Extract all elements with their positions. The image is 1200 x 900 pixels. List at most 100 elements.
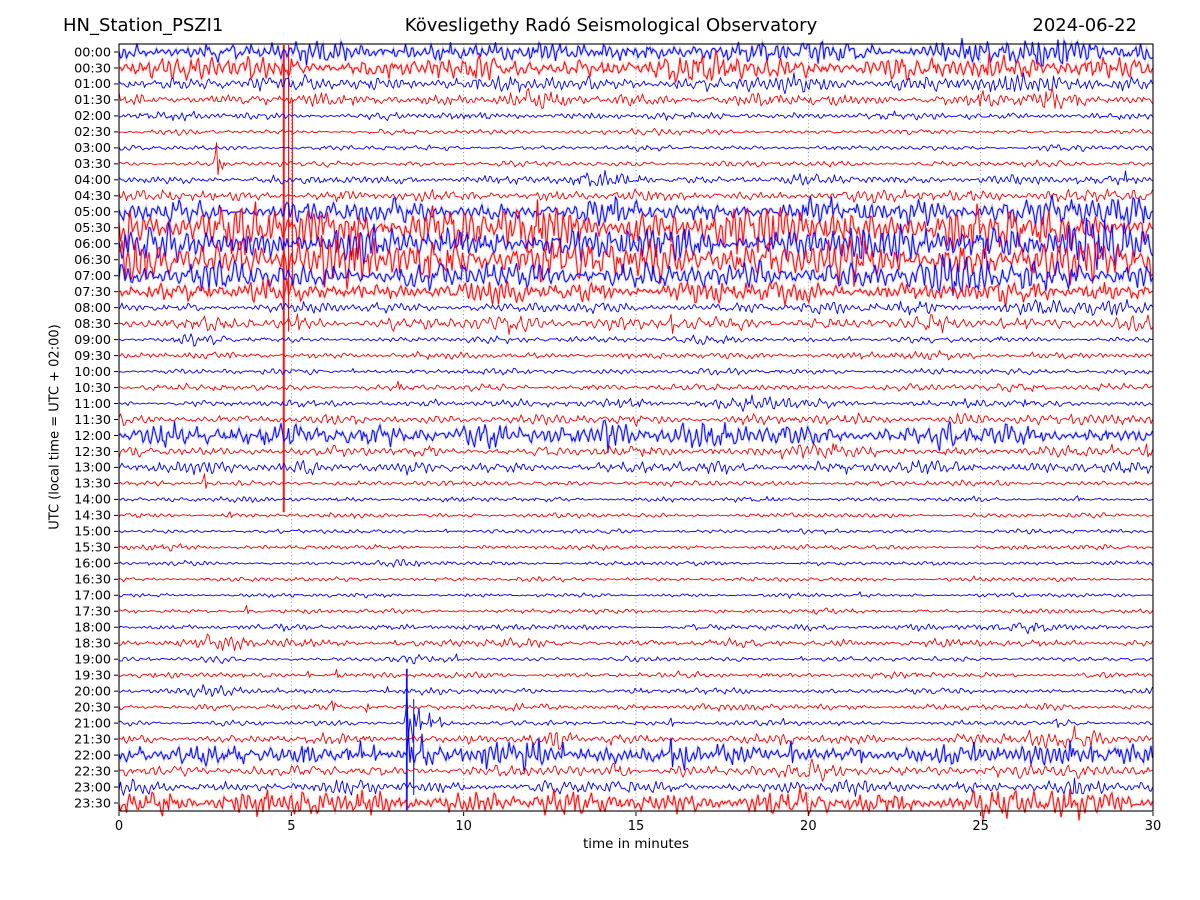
trace-row-22:30 [118,758,1153,782]
y-tick-label: 06:30 [74,253,111,268]
y-tick-label: 02:00 [74,109,111,124]
trace-row-16:30 [118,575,1153,583]
trace-row-20:30 [118,700,1153,713]
y-tick-label: 21:30 [74,732,111,747]
trace-row-12:30 [118,443,1153,460]
y-tick-label: 08:00 [74,301,111,316]
station-title: HN_Station_PSZI1 [63,15,224,36]
y-tick-label: 10:00 [74,365,111,380]
y-tick-label: 07:00 [74,269,111,284]
y-tick-label: 19:30 [74,668,111,683]
trace-row-05:00 [118,194,1153,227]
trace-row-16:00 [118,559,1153,568]
x-tick-label: 5 [287,819,295,834]
y-tick-label: 16:30 [74,573,111,588]
y-tick-label: 14:00 [74,493,111,508]
y-tick-label: 02:30 [74,125,111,140]
trace-row-03:00 [118,144,1153,152]
trace-row-09:00 [118,333,1153,347]
y-tick-label: 04:30 [74,189,111,204]
trace-row-13:00 [118,459,1153,476]
trace-row-08:00 [118,298,1153,316]
y-tick-label: 03:00 [74,141,111,156]
trace-row-01:00 [118,72,1153,95]
trace-row-14:30 [118,511,1153,519]
trace-row-06:30 [118,232,1153,290]
trace-row-00:30 [118,49,1153,83]
y-tick-label: 18:30 [74,637,111,652]
y-tick-label: 00:00 [74,45,111,60]
trace-row-02:30 [118,127,1153,136]
trace-row-00:00 [118,37,1153,67]
trace-row-19:30 [118,668,1153,680]
y-tick-label: 12:30 [74,445,111,460]
y-axis-label: UTC (local time = UTC + 02:00) [47,324,63,530]
y-tick-label: 15:00 [74,525,111,540]
trace-row-11:30 [118,412,1153,427]
trace-row-02:00 [118,110,1153,122]
trace-row-23:00 [118,777,1153,797]
y-tick-label: 05:00 [74,205,111,220]
y-tick-label: 09:00 [74,333,111,348]
y-tick-label: 21:00 [74,716,111,731]
y-tick-label: 00:30 [74,61,111,76]
trace-row-01:30 [118,86,1153,110]
y-tick-label: 14:30 [74,509,111,524]
trace-row-10:30 [118,380,1153,393]
trace-row-22:00 [118,733,1153,772]
y-tick-label: 19:00 [74,652,111,667]
trace-row-08:30 [118,313,1153,336]
trace-row-03:30 [118,142,1153,176]
trace-row-12:00 [118,419,1153,453]
x-tick-label: 15 [628,819,645,834]
x-tick-label: 20 [800,819,817,834]
y-tick-label: 01:00 [74,77,111,92]
trace-row-19:00 [118,653,1153,665]
trace-row-21:30 [118,725,1153,750]
y-tick-label: 11:00 [74,397,111,412]
y-tick-label: 17:00 [74,589,111,604]
y-tick-label: 08:30 [74,317,111,332]
y-tick-label: 01:30 [74,93,111,108]
plot-border [118,43,1154,812]
trace-row-06:00 [118,217,1153,271]
y-tick-label: 09:30 [74,349,111,364]
y-tick-label: 20:30 [74,700,111,715]
trace-row-13:30 [118,473,1153,489]
y-tick-label: 13:30 [74,477,111,492]
y-tick-label: 17:30 [74,605,111,620]
y-tick-label: 15:30 [74,541,111,556]
trace-row-07:00 [118,254,1153,297]
y-tick-label: 03:30 [74,157,111,172]
trace-row-18:30 [118,633,1153,651]
trace-row-21:00 [118,695,1153,743]
y-tick-label: 07:30 [74,285,111,300]
x-axis-label: time in minutes [582,836,690,852]
date-title: 2024-06-22 [1032,15,1137,36]
y-tick-label: 23:30 [74,796,111,811]
y-tick-label: 11:30 [74,413,111,428]
y-tick-label: 16:00 [74,557,111,572]
y-tick-label: 22:30 [74,764,111,779]
trace-row-04:30 [118,188,1153,204]
y-tick-label: 05:30 [74,221,111,236]
observatory-title: Kövesligethy Radó Seismological Observat… [404,15,818,36]
trace-row-14:00 [118,495,1153,503]
trace-row-17:30 [118,604,1153,615]
x-tick-label: 25 [972,819,989,834]
trace-row-17:00 [118,591,1153,599]
trace-row-18:00 [118,622,1153,635]
y-tick-label: 04:00 [74,173,111,188]
y-tick-label: 13:00 [74,461,111,476]
y-tick-label: 10:30 [74,381,111,396]
x-tick-label: 30 [1145,819,1162,834]
trace-row-23:30 [118,786,1153,821]
y-tick-label: 18:00 [74,621,111,636]
y-tick-label: 12:00 [74,429,111,444]
y-tick-label: 23:00 [74,780,111,795]
trace-row-04:00 [118,169,1153,187]
trace-row-10:00 [118,367,1153,376]
x-tick-label: 10 [455,819,472,834]
